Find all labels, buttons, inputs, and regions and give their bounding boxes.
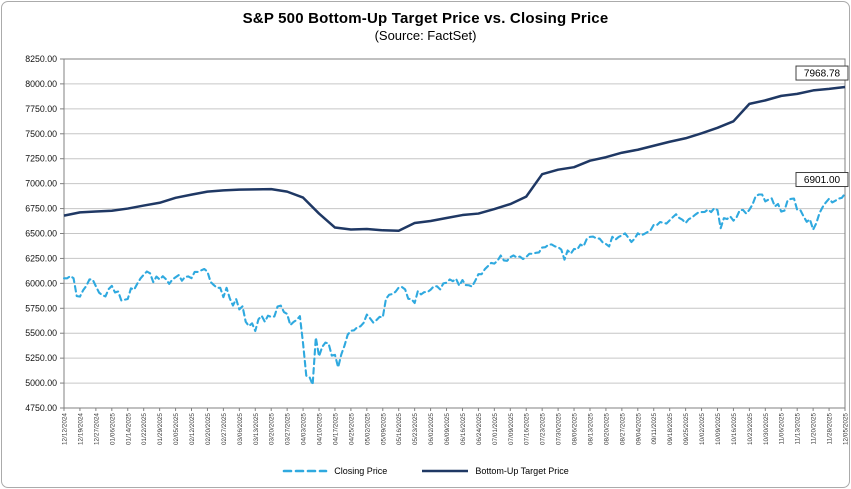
x-axis-label: 02/05/2025 (173, 413, 180, 445)
x-axis-label: 10/30/2025 (763, 413, 770, 445)
x-axis-label: 07/09/2025 (508, 413, 515, 445)
x-axis-label: 12/19/2024 (77, 413, 84, 445)
chart-title: S&P 500 Bottom-Up Target Price vs. Closi… (242, 10, 609, 27)
y-axis-label: 6250.00 (25, 253, 57, 263)
x-axis-label: 02/12/2025 (189, 413, 196, 445)
legend-item-closing-price: Closing Price (282, 466, 387, 476)
x-axis-label: 02/20/2025 (205, 413, 212, 445)
x-axis-label: 05/23/2025 (412, 413, 419, 445)
y-axis-label: 7000.00 (25, 179, 57, 189)
closing-price-line-swatch (282, 469, 328, 473)
y-axis-label: 8250.00 (25, 54, 57, 64)
x-axis-label: 01/29/2025 (157, 413, 164, 445)
x-axis-label: 06/02/2025 (428, 413, 435, 445)
x-axis-label: 11/20/2025 (811, 413, 818, 445)
x-axis-label: 05/02/2025 (364, 413, 371, 445)
target-price-value-box (795, 65, 849, 81)
target-price-line-swatch (422, 469, 469, 473)
closing-price-line (62, 192, 847, 386)
x-axis-label: 12/12/2024 (62, 413, 69, 445)
x-axis-label: 07/30/2025 (556, 413, 563, 445)
x-axis-label: 07/23/2025 (540, 413, 547, 445)
x-axis-label: 11/06/2025 (779, 413, 786, 445)
y-axis-label: 6500.00 (25, 229, 57, 239)
x-axis-label: 05/16/2025 (396, 413, 403, 445)
x-axis-label: 01/22/2025 (141, 413, 148, 445)
x-axis-label: 10/16/2025 (731, 413, 738, 445)
x-axis-label: 09/18/2025 (667, 413, 674, 445)
y-axis-label: 5500.00 (25, 328, 57, 338)
y-axis-label: 5000.00 (25, 378, 57, 388)
target-price-value-label: 7968.78 (804, 69, 841, 80)
x-axis-label: 04/10/2025 (317, 413, 324, 445)
x-axis-label: 08/27/2025 (619, 413, 626, 445)
x-axis-label: 10/09/2025 (715, 413, 722, 445)
y-axis-label: 7750.00 (25, 104, 57, 114)
x-axis-label: 10/02/2025 (699, 413, 706, 445)
x-axis-label: 03/06/2025 (237, 413, 244, 445)
x-axis-label: 08/20/2025 (603, 413, 610, 445)
x-axis-label: 07/16/2025 (524, 413, 531, 445)
plot-border (63, 58, 846, 409)
x-axis-label: 03/13/2025 (253, 413, 260, 445)
x-axis-label: 04/25/2025 (348, 413, 355, 445)
x-axis-label: 09/04/2025 (635, 413, 642, 445)
legend-label-target-price: Bottom-Up Target Price (475, 466, 569, 476)
x-axis-label: 12/05/2025 (843, 413, 850, 445)
legend-item-target-price: Bottom-Up Target Price (421, 466, 569, 476)
chart-legend: Closing Price Bottom-Up Target Price (2, 461, 849, 481)
x-axis-label: 06/09/2025 (444, 413, 451, 445)
x-axis-label: 08/06/2025 (572, 413, 579, 445)
closing-price-value-label: 6901.00 (804, 175, 841, 186)
x-axis-label: 08/13/2025 (587, 413, 594, 445)
x-axis-label: 06/16/2025 (460, 413, 467, 445)
x-axis-label: 03/27/2025 (285, 413, 292, 445)
y-axis-label: 5750.00 (25, 303, 57, 313)
closing-price-value-box (795, 172, 849, 188)
x-axis-label: 04/17/2025 (332, 413, 339, 445)
y-axis-label: 5250.00 (25, 353, 57, 363)
y-axis-label: 6000.00 (25, 278, 57, 288)
y-axis-label: 6750.00 (25, 204, 57, 214)
legend-label-closing-price: Closing Price (334, 466, 388, 476)
x-axis-label: 02/27/2025 (221, 413, 228, 445)
x-axis-label: 04/03/2025 (301, 413, 308, 445)
x-axis-label: 05/09/2025 (380, 413, 387, 445)
target-price-line (63, 85, 846, 232)
x-axis-label: 09/25/2025 (683, 413, 690, 445)
x-axis-label: 03/20/2025 (269, 413, 276, 445)
y-axis-label: 4750.00 (25, 403, 57, 413)
x-axis-label: 01/14/2025 (125, 413, 132, 445)
y-axis-label: 7500.00 (25, 129, 57, 139)
x-axis-label: 09/11/2025 (651, 413, 658, 445)
chart-subtitle: (Source: FactSet) (374, 28, 477, 43)
y-axis-label: 8000.00 (25, 79, 57, 89)
x-axis-label: 10/23/2025 (747, 413, 754, 445)
x-axis-label: 06/24/2025 (476, 413, 483, 445)
x-axis-label: 11/13/2025 (795, 413, 802, 445)
y-axis-label: 7250.00 (25, 154, 57, 164)
x-axis-label: 12/27/2024 (93, 413, 100, 445)
x-axis-label: 11/28/2025 (827, 413, 834, 445)
x-axis-label: 07/01/2025 (492, 413, 499, 445)
x-axis-label: 01/06/2025 (109, 413, 116, 445)
price-chart-canvas: 8250.00 8000.00 7750.00 7500.00 7250.00 7000.… (25, 54, 850, 445)
